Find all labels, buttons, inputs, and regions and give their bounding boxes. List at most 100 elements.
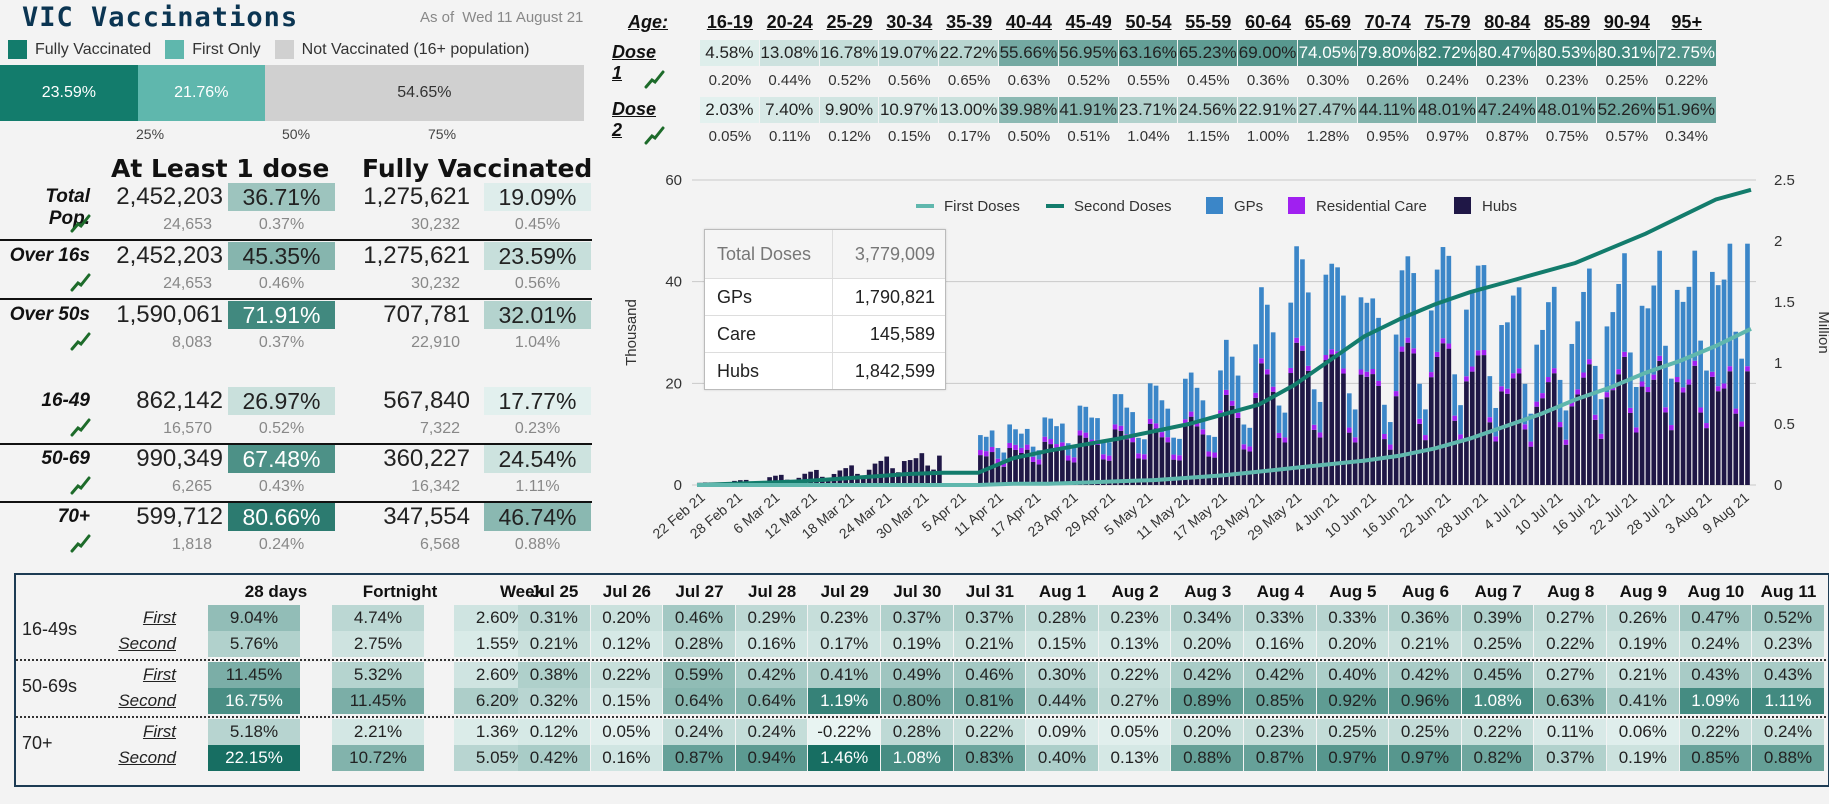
- bar-gps: [1440, 247, 1446, 339]
- fully-change: 16,342: [411, 478, 460, 495]
- y2-tick-label: 2.5: [1774, 172, 1795, 189]
- fully-pct: 17.77%: [484, 387, 591, 415]
- dose2-label: Dose 2: [612, 99, 657, 140]
- daily-cell: 0.13%: [1098, 745, 1171, 771]
- bar-gps: [1206, 435, 1212, 452]
- dose2-cell: 51.96%: [1656, 97, 1716, 123]
- daily-cell: 0.05%: [590, 719, 663, 745]
- bar-gps: [1592, 365, 1598, 415]
- dose1-change: 0.56%: [888, 72, 931, 89]
- bar-gps: [1177, 438, 1182, 456]
- bar-hubs: [1493, 441, 1499, 485]
- daily-cell: 0.81%: [953, 688, 1026, 714]
- dose2-cell: 13.00%: [939, 97, 998, 123]
- bar-hubs: [1089, 444, 1094, 485]
- dose1-cell: 63.16%: [1118, 40, 1178, 66]
- dose2-change: 0.12%: [828, 128, 871, 145]
- fully-change-pct: 0.88%: [514, 536, 561, 553]
- dose2-cell: 24.56%: [1178, 97, 1238, 123]
- dose2-change: 0.87%: [1486, 128, 1529, 145]
- daily-cell: 0.22%: [1098, 662, 1171, 688]
- y-tick-label: 20: [665, 375, 682, 392]
- legend-label-first: First Only: [192, 40, 261, 58]
- bar-gps: [1212, 436, 1217, 453]
- daily-cell: 0.11%: [1534, 719, 1606, 745]
- dose-summary-row-care: Care 145,589: [705, 315, 945, 352]
- bar-hubs: [1669, 430, 1674, 485]
- bar-residential-care: [983, 451, 989, 457]
- bar-gps: [1469, 292, 1475, 367]
- bar-gps: [1528, 413, 1534, 442]
- bar-hubs: [1065, 460, 1071, 485]
- daily-cell: 0.20%: [1171, 719, 1243, 745]
- bar-hubs: [814, 469, 819, 485]
- at-least-one-change-pct: 0.24%: [258, 536, 305, 553]
- bar-residential-care: [1253, 392, 1258, 398]
- y-tick-label: 0: [674, 477, 682, 494]
- daily-cell: 0.28%: [663, 631, 735, 657]
- bar-gps: [1183, 378, 1188, 420]
- bar-residential-care: [1727, 366, 1733, 372]
- bar-hubs: [1282, 442, 1288, 485]
- dose1-change: 0.36%: [1246, 72, 1290, 89]
- daily-cell: 0.22%: [1679, 719, 1752, 745]
- bar-hubs: [1657, 360, 1662, 485]
- age-header: 40-44: [1005, 12, 1052, 32]
- at-least-one-pct: 26.97%: [228, 387, 335, 415]
- bar-residential-care: [1153, 423, 1159, 429]
- daily-cell: 0.42%: [1171, 662, 1243, 688]
- bar-hubs: [1739, 426, 1744, 485]
- at-least-one-pct: 36.71%: [228, 183, 335, 211]
- bar-gps: [1434, 269, 1440, 352]
- bar-gps: [1071, 446, 1077, 458]
- legend-item-not: Not Vaccinated (16+ population): [274, 40, 530, 59]
- daily-cell: 0.23%: [1752, 631, 1824, 657]
- group-divider: [16, 659, 1826, 661]
- bar-hubs: [1487, 422, 1493, 485]
- bar-residential-care: [1557, 422, 1563, 428]
- bar-residential-care: [1692, 360, 1698, 366]
- bar-hubs: [1704, 428, 1709, 485]
- bar-hubs: [1341, 373, 1346, 485]
- row-divider: [0, 298, 592, 300]
- at-least-one-count: 2,452,203: [116, 183, 223, 210]
- age-header: 25-29: [826, 12, 873, 32]
- chart-legend-swatch: [1206, 197, 1223, 214]
- group-divider: [16, 716, 1826, 718]
- bar-gps: [1030, 446, 1036, 457]
- bar-residential-care: [1563, 439, 1569, 445]
- bar-hubs: [1060, 447, 1065, 485]
- stack-tick-label: 25%: [136, 126, 165, 142]
- bar-gps: [1733, 331, 1739, 409]
- bar-gps: [1235, 375, 1241, 413]
- daily-cell: 0.06%: [1607, 719, 1679, 745]
- bar-residential-care: [1294, 337, 1299, 343]
- daily-cell: 0.27%: [1098, 688, 1171, 714]
- bar-gps: [1019, 433, 1024, 448]
- chart-legend-swatch: [1288, 197, 1305, 214]
- fully-change-pct: 0.56%: [514, 275, 561, 292]
- dose1-cell: 19.07%: [879, 40, 939, 66]
- age-header: 20-24: [766, 12, 813, 32]
- bar-residential-care: [1540, 393, 1545, 399]
- daily-cell: 0.37%: [881, 605, 953, 631]
- bar-residential-care: [1077, 430, 1083, 436]
- chart-legend-label: Residential Care: [1316, 198, 1427, 215]
- bar-hubs: [1399, 351, 1405, 485]
- bar-gps: [1218, 370, 1223, 411]
- dose1-cell: 65.23%: [1178, 40, 1238, 66]
- bar-residential-care: [1083, 432, 1089, 438]
- dose1-change: 0.63%: [1007, 72, 1051, 89]
- bar-residential-care: [1546, 377, 1551, 383]
- bar-residential-care: [1042, 436, 1048, 442]
- bar-hubs: [808, 471, 813, 485]
- bar-hubs: [1323, 360, 1329, 485]
- bar-gps: [1077, 405, 1083, 431]
- bar-hubs: [1288, 373, 1294, 485]
- fully-pct: 32.01%: [484, 301, 591, 329]
- bar-hubs: [1346, 432, 1352, 485]
- daily-cell: 0.29%: [735, 605, 808, 631]
- bar-hubs: [1458, 439, 1463, 485]
- summary-row-label: Over 50s: [9, 304, 90, 325]
- age-header: 35-39: [946, 12, 993, 32]
